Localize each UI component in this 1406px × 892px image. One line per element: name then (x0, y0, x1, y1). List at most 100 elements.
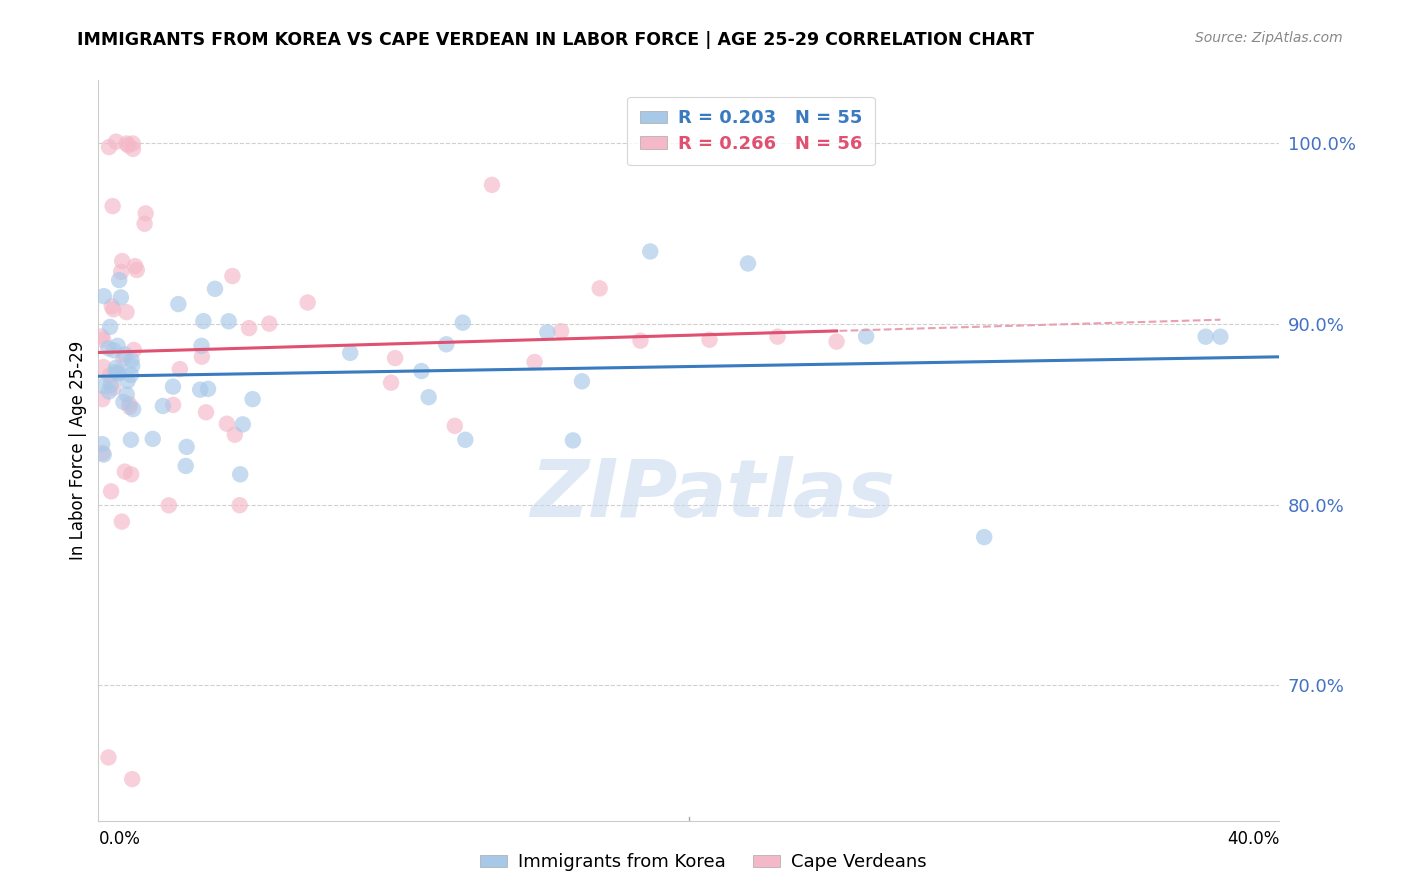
Point (571, 374, 593, 388)
Point (97, 341, 120, 355)
Point (699, 333, 721, 347)
Text: 40.0%: 40.0% (1227, 830, 1279, 847)
Point (191, 350, 214, 364)
Point (411, 364, 433, 378)
Point (120, 433, 142, 447)
Point (112, 351, 135, 365)
Text: IMMIGRANTS FROM KOREA VS CAPE VERDEAN IN LABOR FORCE | AGE 25-29 CORRELATION CHA: IMMIGRANTS FROM KOREA VS CAPE VERDEAN IN… (77, 31, 1035, 49)
Point (973, 530, 995, 544)
Point (93, 289, 115, 303)
Text: 0.0%: 0.0% (98, 830, 141, 847)
Point (93, 379, 115, 393)
Legend: Immigrants from Korea, Cape Verdeans: Immigrants from Korea, Cape Verdeans (472, 847, 934, 879)
Point (122, 402, 145, 417)
Point (229, 467, 252, 482)
Point (107, 367, 129, 381)
Point (855, 329, 877, 343)
Point (142, 432, 165, 446)
Point (162, 398, 184, 412)
Point (167, 297, 190, 311)
Point (242, 392, 264, 406)
Point (100, 299, 122, 313)
Point (638, 244, 661, 259)
Point (110, 290, 132, 304)
Point (135, 206, 157, 220)
Point (103, 302, 125, 317)
Point (117, 374, 139, 388)
Text: Source: ZipAtlas.com: Source: ZipAtlas.com (1195, 31, 1343, 45)
Point (125, 263, 148, 277)
Point (117, 138, 139, 153)
Point (215, 417, 238, 431)
Point (169, 362, 191, 376)
Point (121, 353, 143, 368)
Point (98, 140, 121, 154)
Point (1209, 329, 1232, 343)
Point (536, 326, 558, 340)
Legend: R = 0.203   N = 55, R = 0.266   N = 56: R = 0.203 N = 55, R = 0.266 N = 56 (627, 96, 875, 165)
Point (221, 268, 243, 283)
Point (93, 448, 115, 462)
Point (100, 484, 122, 499)
Point (238, 321, 260, 335)
Point (103, 343, 125, 358)
Point (112, 395, 135, 409)
Point (443, 418, 465, 433)
Point (115, 387, 138, 401)
Point (481, 178, 503, 192)
Point (766, 329, 789, 343)
Point (561, 434, 583, 448)
Point (152, 399, 174, 413)
Point (122, 142, 145, 156)
Point (451, 316, 474, 330)
Point (118, 400, 141, 414)
Y-axis label: In Labor Force | Age 25-29: In Labor Force | Age 25-29 (69, 341, 87, 560)
Point (218, 314, 240, 328)
Point (91, 392, 114, 407)
Point (97, 750, 120, 764)
Point (228, 498, 250, 512)
Point (91, 437, 114, 451)
Point (115, 136, 138, 151)
Point (111, 254, 134, 268)
Point (380, 376, 402, 390)
Point (339, 346, 361, 360)
Point (195, 405, 218, 419)
Point (98, 368, 121, 383)
Point (91, 446, 114, 460)
Point (91, 333, 114, 347)
Point (120, 368, 142, 382)
Point (157, 499, 180, 513)
Point (108, 366, 131, 380)
Point (107, 339, 129, 353)
Point (110, 265, 132, 279)
Point (188, 383, 211, 397)
Point (115, 305, 138, 319)
Point (1195, 329, 1218, 343)
Point (630, 334, 652, 348)
Point (434, 337, 457, 351)
Point (101, 199, 124, 213)
Point (550, 324, 572, 338)
Point (120, 467, 142, 482)
Point (98, 319, 121, 334)
Point (121, 136, 143, 151)
Point (134, 217, 156, 231)
Point (114, 465, 136, 479)
Point (93, 359, 115, 374)
Point (232, 417, 254, 432)
Point (384, 351, 406, 365)
Point (589, 281, 612, 295)
Point (523, 355, 546, 369)
Point (193, 314, 215, 328)
Point (121, 359, 143, 373)
Point (111, 515, 134, 529)
Point (162, 379, 184, 393)
Point (118, 397, 141, 411)
Point (197, 382, 219, 396)
Point (190, 339, 212, 353)
Point (97, 384, 120, 399)
Point (100, 377, 122, 392)
Point (124, 259, 146, 273)
Point (105, 135, 128, 149)
